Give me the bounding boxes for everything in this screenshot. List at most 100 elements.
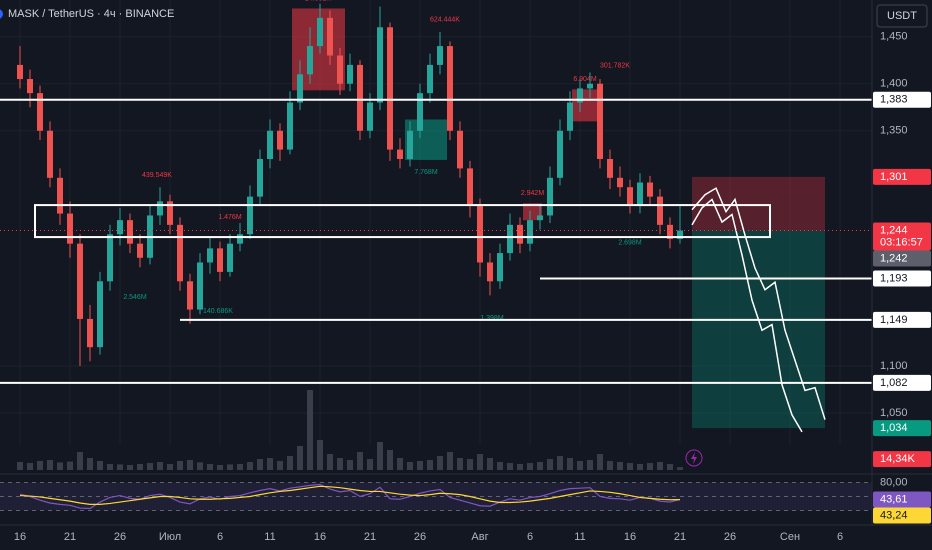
- candle-body: [427, 64, 433, 94]
- volume-bar: [237, 464, 243, 470]
- volume-bar: [567, 458, 573, 470]
- volume-bar: [57, 462, 63, 470]
- volume-bar: [607, 461, 613, 470]
- volume-bar: [257, 459, 263, 470]
- volume-tag: [873, 451, 931, 468]
- lower-panes: [0, 390, 932, 511]
- volume-bar: [497, 462, 503, 470]
- candle-body: [157, 201, 163, 216]
- price-axis: 1,450 1,400 1,350 1,100 1,050 1,383 1,193 1,149…: [873, 31, 931, 524]
- rsi-line: [19, 485, 681, 505]
- alert-icon-bolt: [691, 452, 697, 464]
- candle-body: [467, 168, 473, 207]
- volume-bar: [437, 456, 443, 470]
- candle-body: [87, 318, 93, 348]
- candle-body: [307, 46, 313, 75]
- x-tick-label: 21: [674, 531, 686, 543]
- volume-bar: [477, 454, 483, 470]
- projection-line: [691, 198, 803, 433]
- volume-bar: [157, 462, 163, 470]
- rsi-tag: [873, 491, 931, 508]
- candle-body: [297, 74, 303, 103]
- volume-bar: [647, 463, 653, 470]
- rsi-line: [19, 483, 681, 510]
- price-tag: [873, 420, 931, 437]
- price-tag: [873, 168, 931, 185]
- projection-line: [691, 187, 826, 420]
- candle-body: [57, 177, 63, 214]
- candle-body: [227, 243, 233, 272]
- candle-body: [547, 177, 553, 216]
- volume-bar: [117, 464, 123, 470]
- candle-body: [557, 130, 563, 178]
- rsi-tick-label: 80,00: [880, 477, 908, 489]
- order-block: [572, 89, 598, 122]
- volume-bar: [587, 460, 593, 470]
- volume-bar: [27, 463, 33, 470]
- candle-body: [207, 248, 213, 263]
- candle-body: [47, 130, 53, 178]
- candle-body: [347, 64, 353, 84]
- level-tag-label: 1,383: [880, 94, 908, 106]
- candle-body: [127, 220, 133, 244]
- candle-body: [177, 224, 183, 282]
- y-tick-label: 1,100: [880, 360, 908, 372]
- volume-bar: [77, 452, 83, 470]
- candle-body: [657, 196, 663, 225]
- volume-bar: [107, 464, 113, 470]
- alert-icon[interactable]: [685, 449, 703, 467]
- price-tag: [873, 250, 931, 267]
- y-tick-label: 1,450: [880, 31, 908, 43]
- range-box: [34, 204, 771, 239]
- volume-bar: [357, 452, 363, 470]
- candle-body: [537, 215, 543, 221]
- volume-bar: [247, 462, 253, 470]
- volume-bar: [627, 463, 633, 470]
- volume-bar: [427, 460, 433, 470]
- annotation: 140.686K: [203, 308, 233, 315]
- annotation: 301.782K: [600, 63, 630, 70]
- x-tick-label: 16: [624, 531, 636, 543]
- volume-bar: [367, 459, 373, 470]
- volume-bar: [407, 462, 413, 470]
- x-tick-label: 11: [574, 531, 585, 543]
- volume-bar: [527, 463, 533, 470]
- x-tick-label: 26: [724, 531, 736, 543]
- volume-bar: [147, 463, 153, 470]
- candle-body: [447, 46, 453, 131]
- volume-bar: [547, 459, 553, 470]
- volume-bar: [347, 460, 353, 470]
- candle-body: [197, 262, 203, 310]
- volume-bar: [217, 465, 223, 470]
- candle-body: [477, 206, 483, 263]
- volume-bar: [507, 463, 513, 470]
- volume-bar: [397, 458, 403, 470]
- volume-bar: [187, 460, 193, 470]
- level-tag-label: 1,193: [880, 272, 908, 284]
- volume-bar: [17, 462, 23, 470]
- volume-bar: [557, 456, 563, 470]
- candle-body: [257, 158, 263, 197]
- candle-body: [247, 196, 253, 235]
- currency-box[interactable]: [876, 4, 928, 28]
- candle-body: [277, 130, 283, 150]
- level-tag: [873, 311, 931, 328]
- candle-body: [17, 64, 23, 80]
- volume-bar: [167, 464, 173, 470]
- price-tag-label: 1,301: [880, 171, 908, 183]
- x-tick-label: 21: [64, 531, 76, 543]
- volume-bar: [377, 442, 383, 470]
- volume-bar: [97, 461, 103, 470]
- x-tick-label: 11: [264, 531, 275, 543]
- candle-body: [187, 281, 193, 310]
- candle-body: [637, 182, 643, 207]
- candle-body: [437, 46, 443, 65]
- price-tag-label: 1,034: [880, 422, 908, 434]
- candle-body: [97, 281, 103, 348]
- candle-body: [517, 224, 523, 244]
- candle-body: [387, 27, 393, 150]
- candle-body: [597, 83, 603, 159]
- candle-body: [367, 102, 373, 131]
